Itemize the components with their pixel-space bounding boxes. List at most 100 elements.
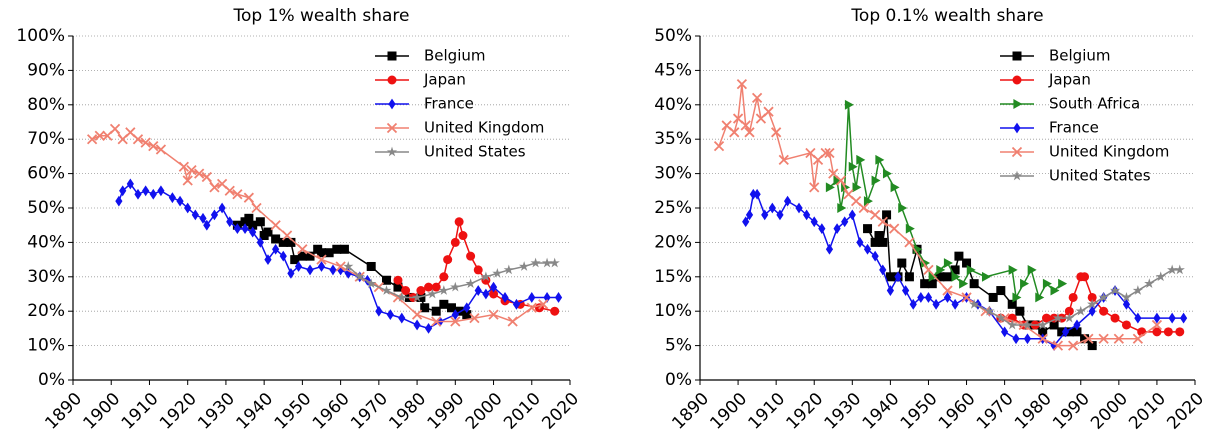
marker [398,312,406,324]
marker [833,175,843,186]
marker [1015,306,1025,316]
marker [140,137,151,148]
marker [1012,51,1022,61]
marker [344,267,352,279]
marker [480,271,492,282]
marker [1023,333,1032,345]
marker [951,298,959,310]
marker [451,309,459,321]
marker [488,309,499,320]
marker [381,275,391,285]
x-tick-label: 1900 [706,389,751,434]
marker [1134,312,1142,324]
marker [740,120,751,131]
marker [549,257,560,268]
marker [1113,333,1124,344]
marker [263,227,273,237]
marker [337,264,345,276]
marker [176,195,184,207]
marker [1049,320,1059,330]
marker [270,220,281,231]
marker [465,278,476,289]
marker [871,175,881,186]
marker [366,261,376,271]
y-tick-label: 35% [654,129,692,149]
x-tick-label: 1900 [80,389,125,434]
marker [1027,264,1037,275]
marker [1011,146,1023,158]
marker [969,279,979,289]
legend-label: Japan [1048,71,1091,89]
marker [255,217,265,227]
marker [809,182,820,193]
marker [413,319,421,331]
marker [1037,333,1048,344]
marker [148,140,159,152]
marker [454,306,464,316]
marker [381,285,392,295]
marker [411,309,423,320]
marker [1099,306,1109,316]
marker [387,51,397,61]
marker [278,237,288,247]
marker [251,202,262,214]
marker [233,223,241,235]
chart-title: Top 0.1% wealth share [850,6,1043,26]
marker [1052,340,1064,351]
marker [142,185,150,197]
x-tick-label: 1990 [424,389,469,434]
marker [1013,122,1021,134]
marker [877,216,888,227]
marker [492,267,503,278]
marker [1012,333,1020,345]
marker [332,244,342,254]
marker [988,292,998,302]
marker [473,265,483,275]
marker [820,147,831,159]
marker [848,209,856,221]
marker [393,282,403,292]
legend-label: Belgium [424,47,486,65]
marker [886,285,894,296]
x-tick-label: 1940 [232,389,277,434]
legend: Belgium Japan South Africa France United Kin… [1000,47,1169,185]
marker [795,202,803,214]
marker [439,299,449,309]
marker [1174,264,1185,275]
marker [182,175,193,186]
marker [134,188,142,200]
marker [1080,272,1090,282]
marker [837,203,847,213]
marker [858,202,869,214]
marker [416,286,426,296]
marker [810,216,818,228]
marker [354,271,365,282]
marker [454,217,464,227]
x-tick-label: 2020 [538,389,583,434]
marker [1087,292,1097,302]
marker [386,146,398,157]
marker [416,292,426,302]
marker [290,255,300,265]
marker [825,182,835,193]
x-tick-label: 1940 [859,389,904,434]
marker [438,285,449,295]
legend: Belgium Japan France United Kingdom United S… [375,47,544,161]
marker [241,223,249,235]
y-tick-label: 60% [27,164,65,184]
marker [1075,305,1086,316]
marker [294,261,303,272]
marker [335,261,346,272]
marker [905,223,915,234]
marker [753,188,761,200]
marker [218,202,226,214]
marker [474,285,482,296]
marker [210,209,219,221]
marker [943,272,952,282]
marker [1153,312,1161,324]
x-tick-label: 1920 [156,389,201,434]
marker [1072,327,1082,337]
marker [898,203,908,213]
marker [132,134,144,145]
